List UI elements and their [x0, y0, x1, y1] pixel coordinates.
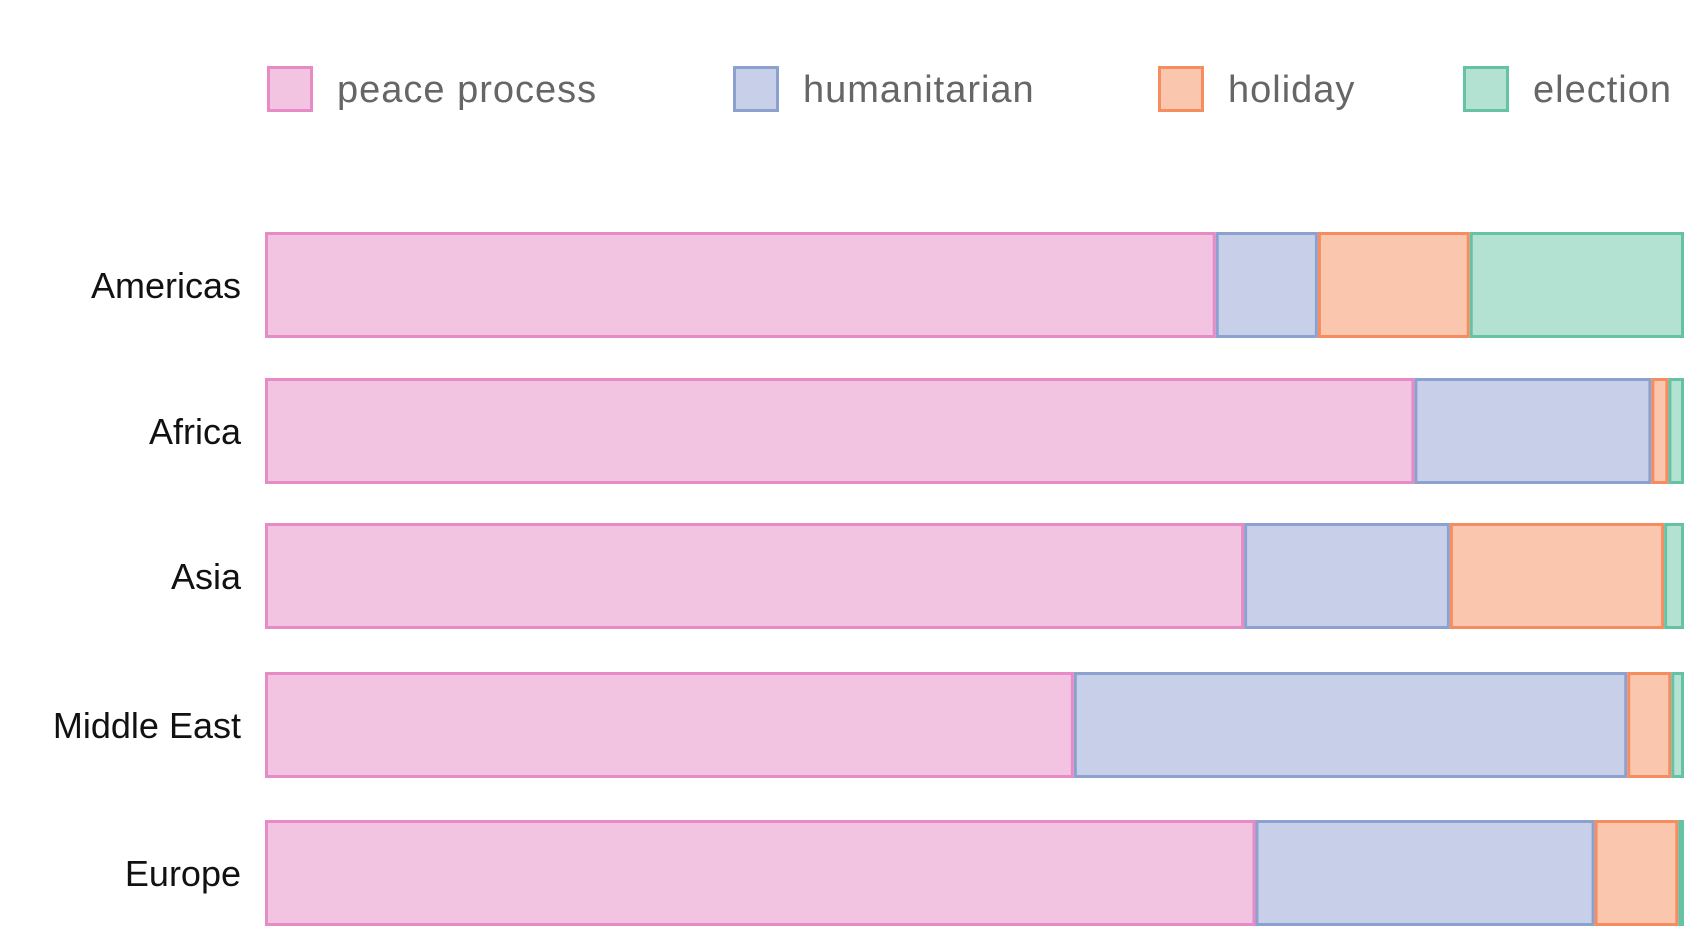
bar-segment-africa-election — [1668, 378, 1684, 484]
legend-label-peace-process: peace process — [337, 69, 597, 111]
bar-row-asia — [265, 523, 1685, 629]
bar-segment-asia-election — [1664, 523, 1685, 629]
bar-segment-africa-holiday — [1651, 378, 1669, 484]
bar-segment-middle-east-holiday — [1627, 672, 1672, 778]
category-label-asia: Asia — [171, 556, 242, 597]
legend-item-peace-process: peace process — [267, 66, 597, 112]
bar-segment-americas-holiday — [1317, 232, 1470, 338]
legend-swatch-peace-process — [267, 66, 313, 112]
bar-segment-middle-east-humanitarian — [1073, 672, 1628, 778]
bar-row-europe — [265, 820, 1684, 926]
bar-segment-europe-peace-process — [265, 820, 1256, 926]
bar-segment-asia-humanitarian — [1244, 523, 1450, 629]
legend-swatch-humanitarian — [733, 66, 779, 112]
legend-label-holiday: holiday — [1228, 69, 1355, 111]
legend-label-humanitarian: humanitarian — [803, 69, 1035, 111]
legend: peace process humanitarian holiday election — [267, 66, 1672, 112]
bar-segment-americas-peace-process — [265, 232, 1216, 338]
bars — [265, 232, 1685, 926]
bar-segment-americas-election — [1469, 232, 1684, 338]
legend-label-election: election — [1533, 69, 1672, 111]
category-label-middle-east: Middle East — [53, 705, 241, 746]
bar-segment-asia-holiday — [1449, 523, 1665, 629]
bar-segment-middle-east-election — [1671, 672, 1685, 778]
category-label-europe: Europe — [125, 853, 241, 894]
bar-segment-middle-east-peace-process — [265, 672, 1074, 778]
bar-segment-europe-holiday — [1594, 820, 1679, 926]
category-label-americas: Americas — [91, 265, 241, 306]
legend-item-election: election — [1463, 66, 1672, 112]
legend-item-holiday: holiday — [1158, 66, 1355, 112]
category-labels: Americas Africa Asia Middle East Europe — [53, 265, 242, 894]
bar-segment-africa-humanitarian — [1414, 378, 1652, 484]
bar-segment-africa-peace-process — [265, 378, 1415, 484]
bar-row-americas — [265, 232, 1684, 338]
legend-swatch-election — [1463, 66, 1509, 112]
bar-segment-europe-humanitarian — [1255, 820, 1595, 926]
bar-segment-americas-humanitarian — [1215, 232, 1318, 338]
bar-segment-asia-peace-process — [265, 523, 1245, 629]
legend-item-humanitarian: humanitarian — [733, 66, 1035, 112]
bar-row-middle-east — [265, 672, 1685, 778]
category-label-africa: Africa — [149, 411, 242, 452]
bar-segment-europe-election — [1678, 820, 1684, 926]
bar-row-africa — [265, 378, 1684, 484]
legend-swatch-holiday — [1158, 66, 1204, 112]
